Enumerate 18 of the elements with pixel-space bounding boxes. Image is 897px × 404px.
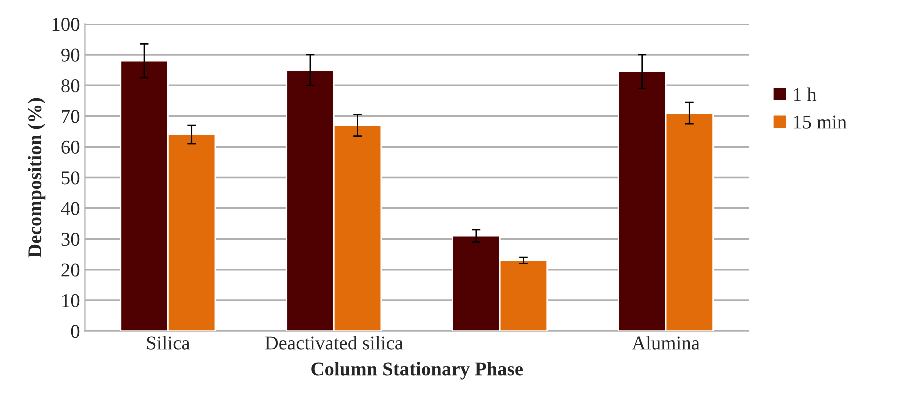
y-tick-label: 30 [62,232,80,246]
y-tick-label: 60 [62,140,80,154]
x-tick-label: Deactivated silica [265,336,404,350]
x-tick-label: Alumina [632,336,700,350]
y-tick-label: 0 [71,325,80,338]
legend-label: 1 h [794,88,817,102]
x-axis-title: Column Stationary Phase [312,362,524,380]
y-tick-label: 90 [62,48,80,62]
y-tick-label: 50 [62,172,80,185]
y-tick-label: 10 [62,294,80,308]
y-tick-label: 20 [62,264,80,277]
legend-label: 15 min [794,116,847,129]
y-tick-label: 70 [62,110,80,124]
y-tick-label: 40 [61,202,80,216]
x-tick-label: Silica [147,336,190,350]
y-tick-label: 80 [62,79,80,93]
y-tick-label: 100 [52,18,80,32]
y-axis-title: Decomposition (%) [28,98,46,258]
